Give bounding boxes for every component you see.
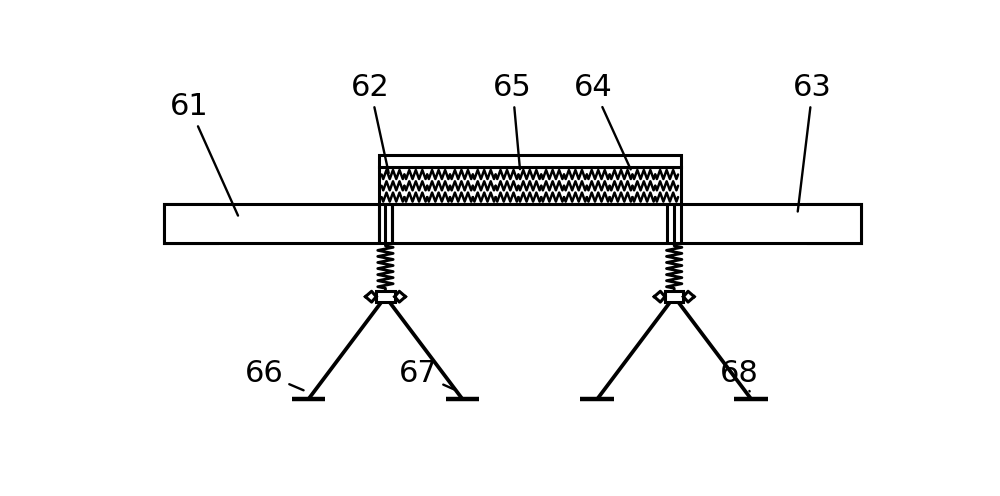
Text: 65: 65	[493, 73, 532, 169]
Bar	[164, 204, 861, 243]
Text: 63: 63	[793, 73, 832, 211]
Bar	[376, 291, 395, 302]
Bar	[665, 291, 683, 302]
Bar	[164, 204, 217, 243]
Text: 62: 62	[351, 73, 389, 173]
Text: 66: 66	[245, 359, 304, 390]
Bar	[379, 155, 681, 167]
Text: 64: 64	[574, 73, 631, 170]
Bar	[808, 204, 861, 243]
Text: 67: 67	[399, 359, 456, 390]
Text: 61: 61	[170, 92, 238, 216]
Bar	[379, 167, 681, 204]
Text: 68: 68	[720, 359, 759, 391]
